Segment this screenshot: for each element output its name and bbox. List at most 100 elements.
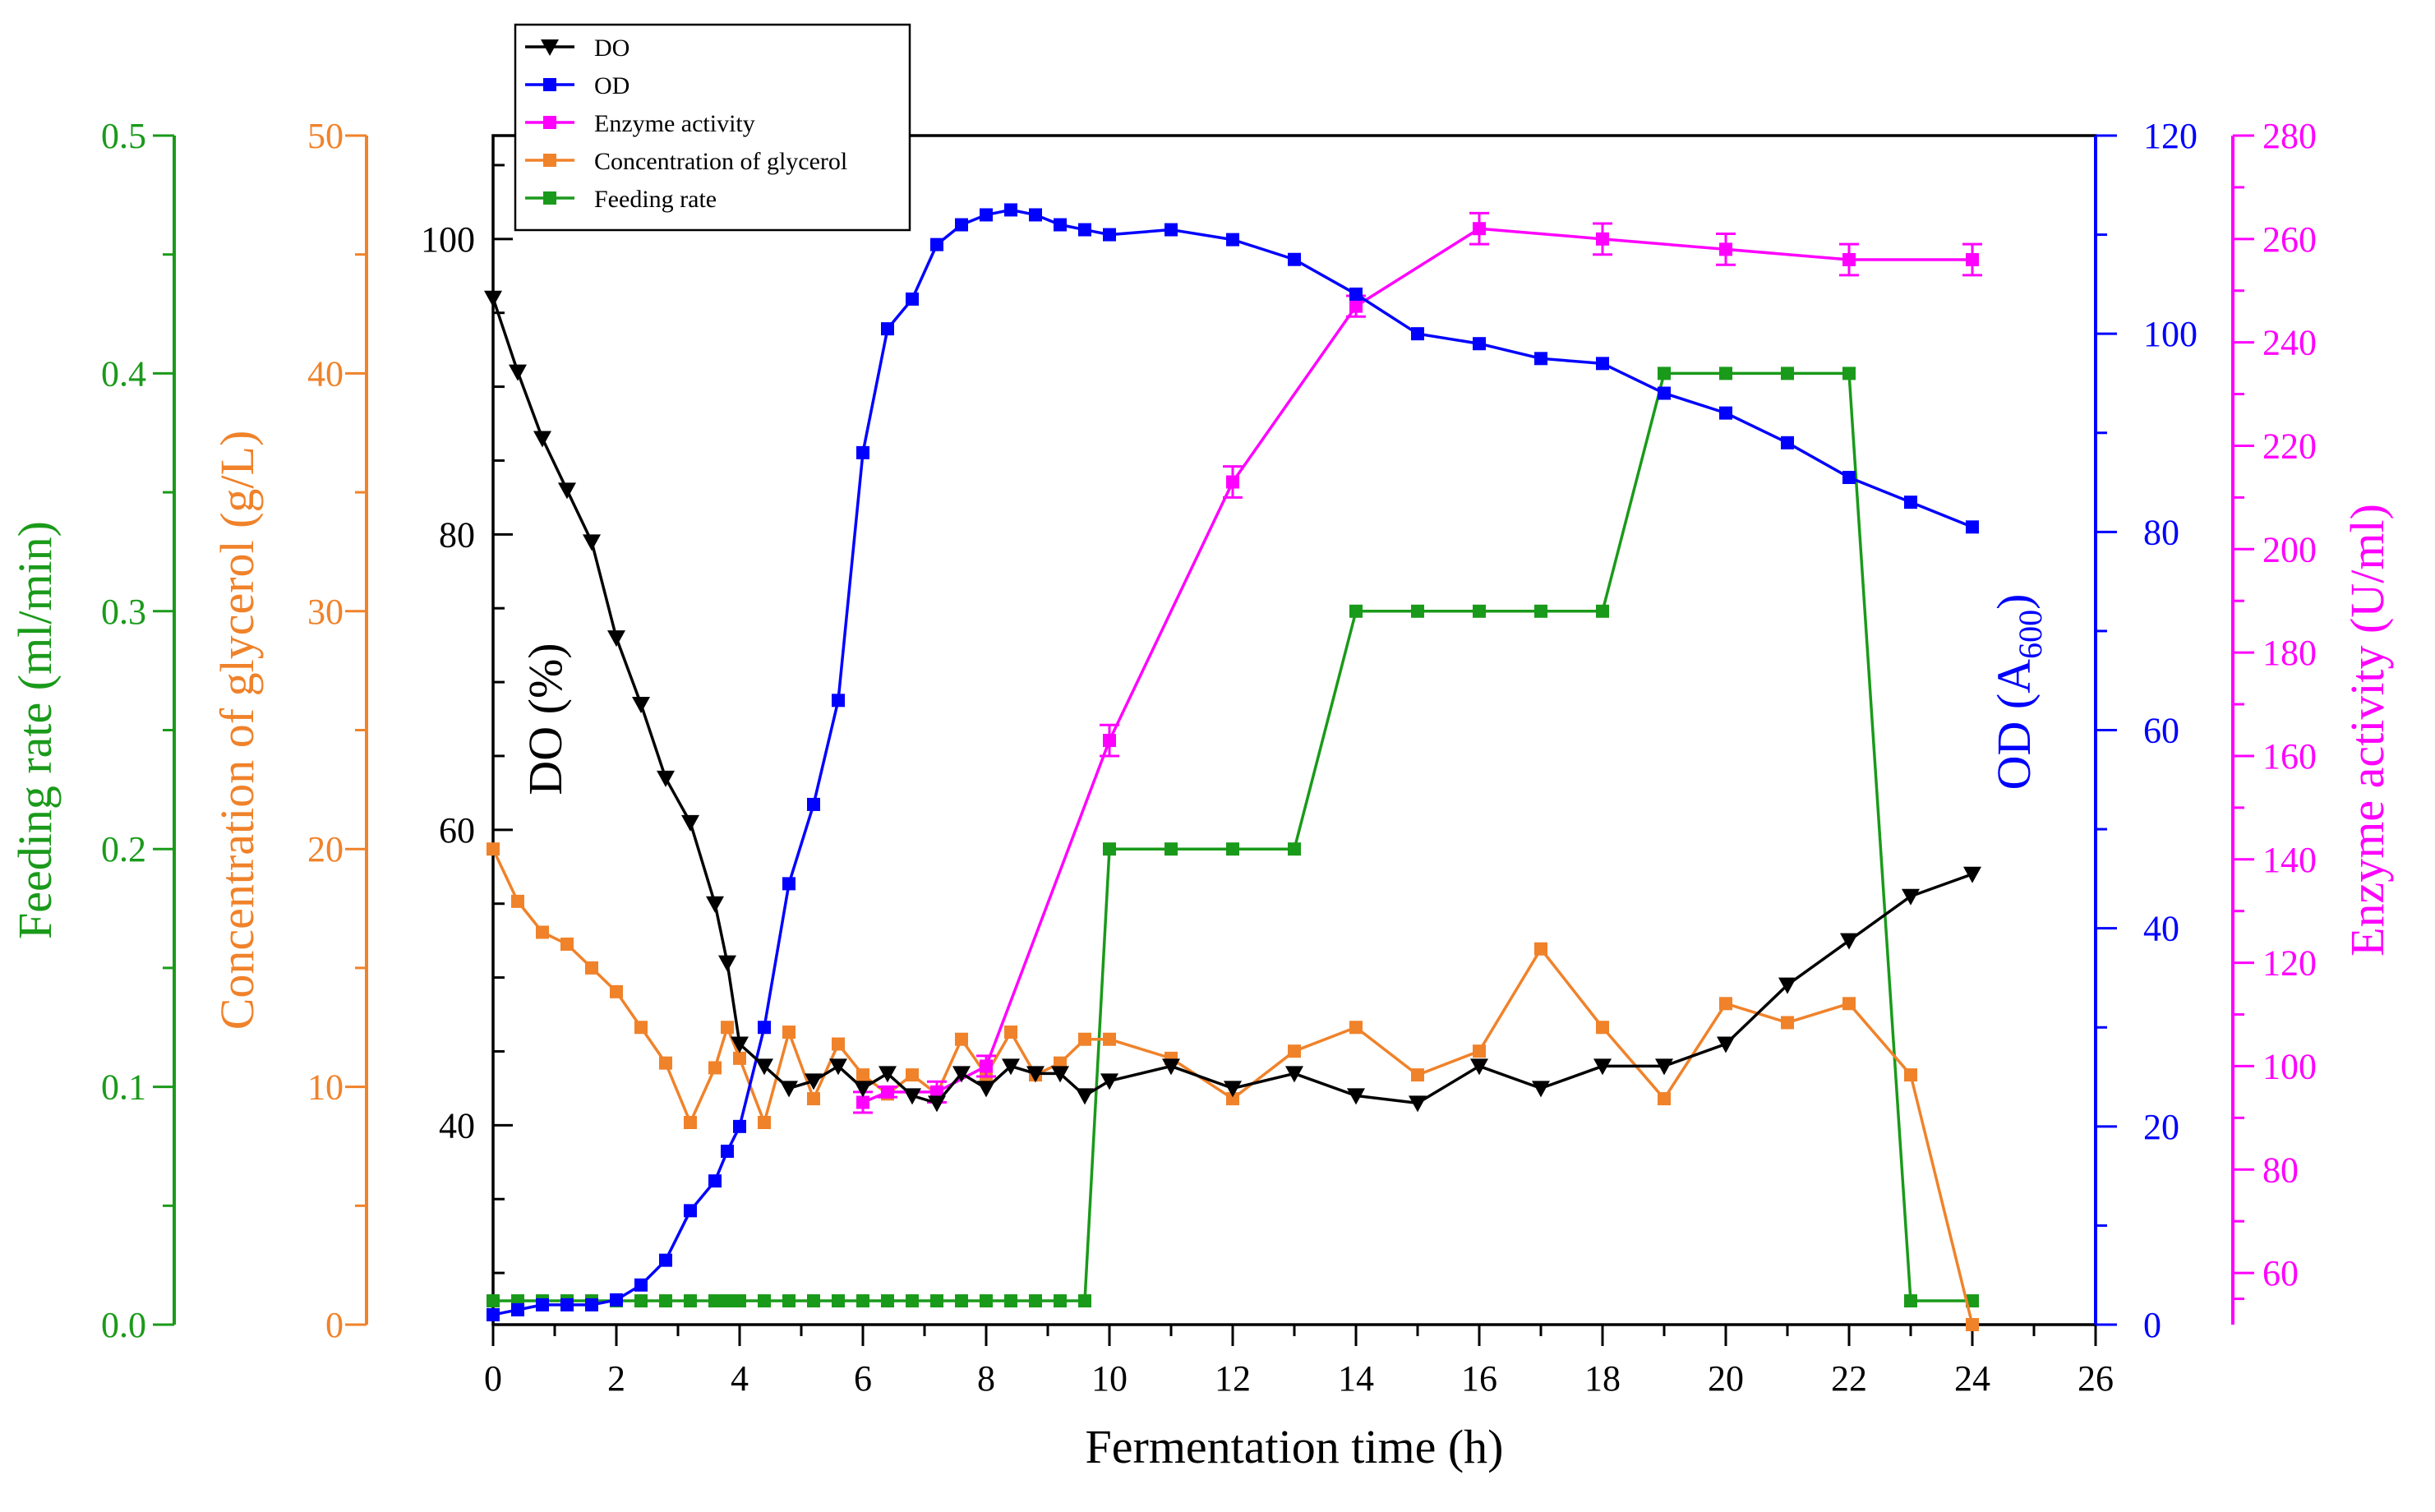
concentration-of-glycerol-point xyxy=(1349,1021,1363,1035)
feeding-rate-point xyxy=(1054,1294,1067,1308)
do-point xyxy=(1963,866,1981,883)
feeding-rate-point xyxy=(807,1294,820,1308)
series xyxy=(484,203,1982,1331)
x-tick-label: 24 xyxy=(1954,1358,1990,1399)
legend-item-od: OD xyxy=(525,72,630,99)
od-tick-label: 120 xyxy=(2143,116,2197,156)
concentration-of-glycerol-point xyxy=(1534,942,1547,956)
od-tick-label: 100 xyxy=(2143,314,2197,354)
feeding-rate-point xyxy=(782,1294,796,1308)
enzyme-activity-point xyxy=(881,1085,894,1099)
od-point xyxy=(659,1253,672,1267)
do-point xyxy=(632,697,650,714)
feeding-rate-point xyxy=(930,1294,943,1308)
x-tick-label: 4 xyxy=(731,1358,749,1399)
do-point xyxy=(1051,1066,1069,1083)
do-point xyxy=(903,1088,921,1105)
feeding-rate-point xyxy=(906,1294,919,1308)
enzyme-axis-title: Enzyme activity (U/ml) xyxy=(2340,504,2394,957)
do-tick-label: 80 xyxy=(439,514,475,555)
enzyme-activity-point xyxy=(1103,734,1116,748)
do-point xyxy=(718,955,736,972)
enzyme-activity-point xyxy=(1719,242,1732,256)
feeding-rate-point xyxy=(1781,366,1794,380)
concentration-of-glycerol-point xyxy=(1904,1068,1917,1082)
do-point xyxy=(928,1095,946,1113)
series-od xyxy=(487,203,1979,1321)
x-tick-label: 14 xyxy=(1338,1358,1374,1399)
x-tick-label: 2 xyxy=(607,1358,625,1399)
concentration-of-glycerol-point xyxy=(832,1037,845,1051)
do-point xyxy=(1778,977,1796,994)
od-point xyxy=(634,1278,648,1292)
od-point xyxy=(1842,471,1856,485)
feeding-rate-point xyxy=(1719,366,1732,380)
od-point xyxy=(1054,218,1067,232)
enzyme-tick-label: 60 xyxy=(2262,1253,2299,1293)
od-tick-label: 0 xyxy=(2143,1305,2161,1345)
concentration-of-glycerol-point xyxy=(906,1068,919,1082)
feeding-rate-point xyxy=(881,1294,894,1308)
od-point xyxy=(610,1293,623,1307)
od-point xyxy=(721,1144,734,1158)
glycerol-tick-label: 10 xyxy=(307,1067,344,1108)
do-point xyxy=(1717,1036,1735,1053)
od-point xyxy=(1473,337,1486,351)
concentration-of-glycerol-point xyxy=(1004,1026,1017,1040)
concentration-of-glycerol-point xyxy=(1473,1044,1486,1058)
od-point xyxy=(1966,520,1979,534)
legend-label: Concentration of glycerol xyxy=(594,148,847,175)
feeding-rate-point xyxy=(708,1294,722,1308)
concentration-of-glycerol-point xyxy=(1842,997,1856,1011)
enzyme-tick-label: 240 xyxy=(2262,323,2317,363)
enzyme-tick-label: 260 xyxy=(2262,219,2317,260)
legend-label: OD xyxy=(594,72,630,99)
enzyme-tick-label: 280 xyxy=(2262,116,2317,156)
legend-label: DO xyxy=(594,35,630,62)
od-point xyxy=(1904,496,1917,509)
do-point xyxy=(681,814,699,832)
series-do xyxy=(484,290,1981,1113)
glycerol-tick-label: 20 xyxy=(307,829,344,869)
concentration-of-glycerol-point xyxy=(634,1021,648,1035)
od-point xyxy=(733,1119,746,1133)
concentration-of-glycerol-point xyxy=(708,1061,722,1075)
feeding-rate-point xyxy=(1164,842,1178,856)
concentration-of-glycerol-point xyxy=(560,937,574,951)
enzyme-tick-label: 100 xyxy=(2262,1046,2317,1086)
feeding-rate-point xyxy=(1288,842,1301,856)
od-point xyxy=(1411,327,1424,341)
enzyme-tick-label: 120 xyxy=(2262,943,2317,984)
do-point xyxy=(657,770,675,787)
feeding-rate-point xyxy=(1349,604,1363,618)
x-axis-title: Fermentation time (h) xyxy=(1086,1420,1504,1473)
concentration-of-glycerol-point xyxy=(1103,1032,1116,1046)
concentration-of-glycerol-point xyxy=(733,1051,746,1065)
feeding-rate-point xyxy=(684,1294,697,1308)
od-point xyxy=(708,1174,722,1188)
feeding-rate-point xyxy=(634,1294,648,1308)
do-point xyxy=(952,1066,971,1083)
legend-item-enzyme-activity: Enzyme activity xyxy=(525,110,755,137)
enzyme-tick-label: 140 xyxy=(2262,840,2317,880)
concentration-of-glycerol-point xyxy=(1719,997,1732,1011)
do-point xyxy=(1162,1058,1180,1076)
od-point xyxy=(1781,436,1794,449)
feeding-rate-tick-label: 0.0 xyxy=(101,1305,146,1345)
glycerol-tick-label: 40 xyxy=(307,353,344,394)
feeding-rate-point xyxy=(721,1294,734,1308)
do-point xyxy=(1532,1081,1550,1098)
od-line xyxy=(492,208,1973,1316)
feeding-rate-point xyxy=(1966,1294,1979,1308)
feeding-rate-tick-label: 0.1 xyxy=(101,1067,146,1108)
x-tick-label: 18 xyxy=(1584,1358,1621,1399)
concentration-of-glycerol-point xyxy=(684,1116,697,1130)
feeding-rate-point xyxy=(856,1294,869,1308)
x-tick-label: 6 xyxy=(854,1358,872,1399)
x-tick-label: 10 xyxy=(1091,1358,1128,1399)
do-point xyxy=(854,1081,872,1098)
series-enzyme-activity xyxy=(853,211,1982,1114)
do-point xyxy=(755,1058,773,1076)
